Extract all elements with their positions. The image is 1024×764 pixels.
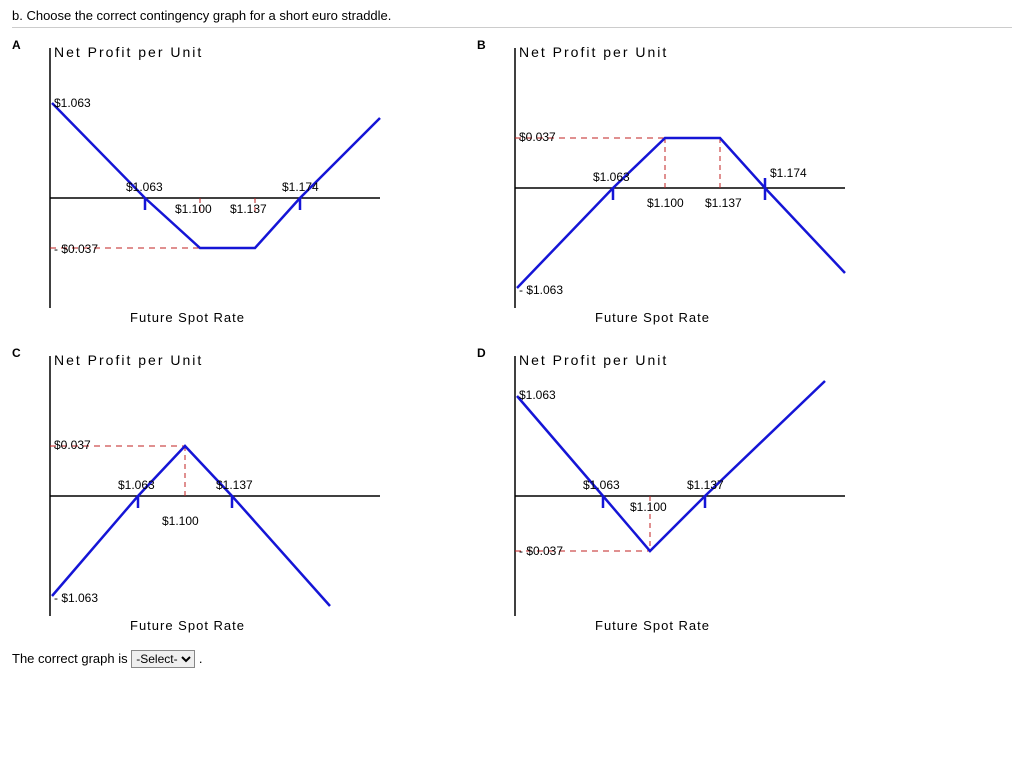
- answer-prefix: The correct graph is: [12, 651, 128, 666]
- chart-c: Net Profit per Unit $0.037 - $1.063 $1.0…: [30, 346, 400, 636]
- x3-c: $1.137: [216, 478, 253, 492]
- y-bot-c: - $1.063: [54, 591, 98, 605]
- y-top-d: $1.063: [519, 388, 556, 402]
- y-bot-a: - $0.037: [54, 242, 98, 256]
- y-title-b: Net Profit per Unit: [519, 44, 668, 60]
- x-title-d: Future Spot Rate: [595, 618, 710, 633]
- panel-c: C Net Profit per Unit $0.037 - $1.063 $1…: [12, 346, 447, 636]
- question-text: b. Choose the correct contingency graph …: [12, 8, 1012, 28]
- x2-b: $1.100: [647, 196, 684, 210]
- x4-b: $1.174: [770, 166, 807, 180]
- x3-a: $1.137: [230, 202, 267, 216]
- answer-row: The correct graph is -Select- .: [12, 650, 1012, 668]
- y-top-b: $0.037: [519, 130, 556, 144]
- panel-label-b: B: [477, 38, 486, 52]
- chart-d: Net Profit per Unit $1.063 - $0.037 $1.0…: [495, 346, 865, 636]
- y-top-c: $0.037: [54, 438, 91, 452]
- chart-a: Net Profit per Unit $1.063 - $0.037 $1.0…: [30, 38, 400, 328]
- x-title-a: Future Spot Rate: [130, 310, 245, 325]
- y-top-a: $1.063: [54, 96, 91, 110]
- x2-a: $1.100: [175, 202, 212, 216]
- panel-label-d: D: [477, 346, 486, 360]
- panel-a: A Net Profit per Unit $1.063 - $0.037 $1…: [12, 38, 447, 328]
- panel-label-a: A: [12, 38, 21, 52]
- x3-b: $1.137: [705, 196, 742, 210]
- x1-d: $1.063: [583, 478, 620, 492]
- answer-select[interactable]: -Select-: [131, 650, 195, 668]
- chart-b: Net Profit per Unit $0.037 - $1.063 $1.0…: [495, 38, 865, 328]
- chart-svg-a: [30, 38, 400, 328]
- x-title-c: Future Spot Rate: [130, 618, 245, 633]
- y-title-d: Net Profit per Unit: [519, 352, 668, 368]
- y-bot-d: - $0.037: [519, 544, 563, 558]
- x1-b: $1.063: [593, 170, 630, 184]
- x4-a: $1.174: [282, 180, 319, 194]
- panel-label-c: C: [12, 346, 21, 360]
- chart-grid: A Net Profit per Unit $1.063 - $0.037 $1…: [12, 38, 912, 636]
- y-title-c: Net Profit per Unit: [54, 352, 203, 368]
- panel-d: D Net Profit per Unit $1.063 - $0.037 $1…: [477, 346, 912, 636]
- x1-c: $1.063: [118, 478, 155, 492]
- panel-b: B Net Profit per Unit $0.037 - $1.063 $1…: [477, 38, 912, 328]
- x3-d: $1.137: [687, 478, 724, 492]
- x1-a: $1.063: [126, 180, 163, 194]
- y-title-a: Net Profit per Unit: [54, 44, 203, 60]
- x2-c: $1.100: [162, 514, 199, 528]
- x2-d: $1.100: [630, 500, 667, 514]
- answer-period: .: [199, 651, 203, 666]
- x-title-b: Future Spot Rate: [595, 310, 710, 325]
- y-bot-b: - $1.063: [519, 283, 563, 297]
